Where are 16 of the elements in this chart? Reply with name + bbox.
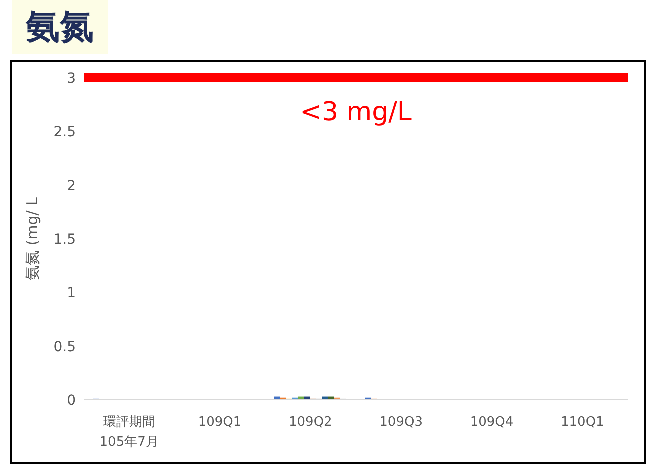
- x-tick-label: 109Q1: [198, 415, 242, 430]
- y-tick-label: 2: [67, 178, 76, 194]
- x-tick-label: 110Q1: [561, 415, 604, 430]
- x-tick-label: 109Q4: [470, 415, 514, 430]
- x-tick-label: 109Q2: [289, 415, 332, 430]
- y-tick-label: 2.5: [54, 124, 76, 141]
- chart-title: 氨氮: [12, 0, 108, 54]
- x-tick-label: 109Q3: [380, 415, 423, 430]
- y-tick-label: 1.5: [54, 232, 76, 248]
- y-tick-label: 3: [67, 70, 76, 87]
- y-tick-label: 1: [67, 286, 76, 302]
- ref-line-label: <3 mg/L: [300, 97, 412, 128]
- y-axis-title: 氨氮 (mg/ L: [23, 196, 42, 280]
- y-tick-label: 0: [67, 392, 76, 409]
- y-tick-label: 0.5: [54, 339, 76, 356]
- x-tick-label: 環評期間 105年7月: [100, 415, 159, 450]
